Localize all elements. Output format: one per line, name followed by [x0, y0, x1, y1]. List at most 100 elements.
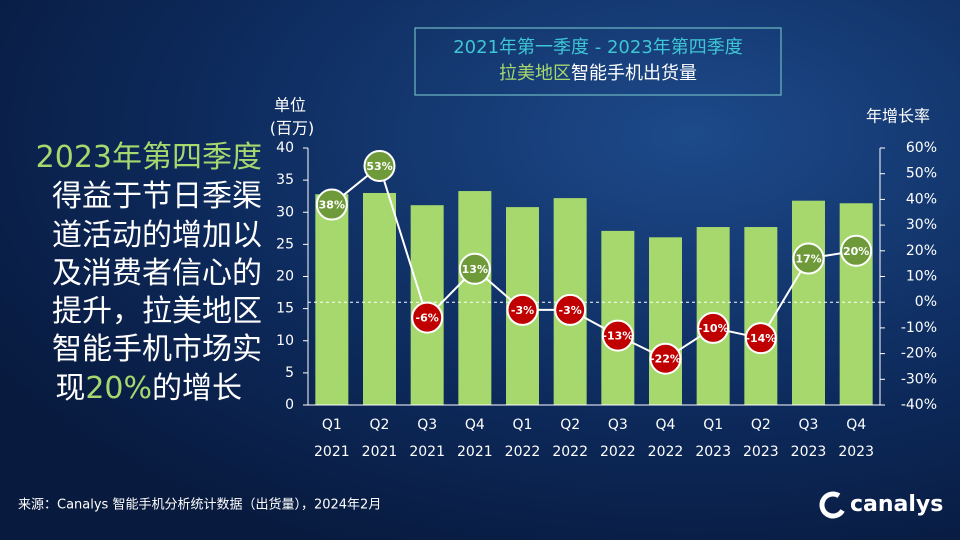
y2-tick-label: 10%	[906, 269, 937, 285]
x-tick-label: 2022	[505, 444, 541, 460]
bar	[744, 227, 778, 405]
growth-marker	[506, 293, 539, 326]
y2-tick-label: -40%	[901, 397, 937, 413]
bar	[601, 230, 635, 405]
annotation-text: 道活动的增加以	[52, 218, 262, 253]
data-label: 17%	[795, 253, 821, 266]
y2-tick-label: 30%	[906, 217, 937, 233]
x-tick-label: Q1	[703, 417, 723, 433]
chart-title: 拉美地区智能手机出货量	[499, 63, 697, 84]
data-label: -3%	[511, 304, 534, 317]
x-tick-label: Q3	[608, 417, 628, 433]
growth-marker	[744, 322, 777, 355]
bar	[792, 200, 825, 405]
logo-icon	[819, 491, 847, 519]
x-tick-label: 2021	[314, 444, 350, 460]
growth-marker	[601, 319, 634, 352]
y2-tick-label: -30%	[901, 371, 937, 387]
y2-axis-title: 年增长率	[866, 107, 930, 126]
annotation-line: 及消费者信心的	[52, 256, 262, 291]
data-label: -6%	[416, 312, 439, 325]
annotation-text: 的增长	[152, 371, 242, 406]
y2-tick-label: -20%	[901, 346, 937, 362]
x-tick-label: Q4	[846, 417, 866, 433]
chart-title: 2021年第一季度 - 2023年第四季度	[453, 37, 743, 58]
growth-marker	[458, 252, 491, 285]
annotation-text: 现	[55, 371, 85, 406]
y2-tick-label: 0%	[915, 294, 937, 310]
y-tick-label: 25	[276, 236, 294, 252]
y-tick-label: 35	[276, 172, 294, 188]
growth-marker	[363, 149, 396, 182]
data-label: 53%	[366, 160, 392, 173]
y2-tick-label: -10%	[901, 320, 937, 336]
x-tick-label: Q2	[751, 417, 771, 433]
y2-tick-label: 40%	[906, 191, 937, 207]
growth-marker	[315, 188, 348, 221]
data-label: -10%	[698, 322, 729, 335]
title-text: 智能手机出货量	[571, 63, 697, 84]
title-box	[414, 27, 782, 96]
x-tick-label: 2021	[362, 444, 398, 460]
growth-marker	[411, 301, 444, 334]
x-tick-label: Q3	[799, 417, 819, 433]
x-tick-label: Q4	[465, 417, 485, 433]
y-tick-label: 30	[276, 204, 294, 220]
y-axis-title: 单位	[274, 96, 306, 115]
y-tick-label: 10	[276, 333, 294, 349]
y-tick-label: 5	[285, 365, 294, 381]
data-label: -22%	[650, 353, 681, 366]
data-label: -3%	[559, 304, 582, 317]
x-tick-label: 2022	[600, 444, 636, 460]
data-label: -14%	[745, 332, 776, 345]
growth-marker	[840, 234, 873, 267]
y2-tick-label: 20%	[906, 243, 937, 259]
x-tick-label: Q1	[322, 417, 342, 433]
growth-marker	[554, 293, 587, 326]
x-tick-label: 2022	[648, 444, 684, 460]
growth-marker	[792, 242, 825, 275]
x-tick-label: 2023	[791, 444, 827, 460]
data-label: -13%	[602, 330, 633, 343]
x-tick-label: 2021	[409, 444, 445, 460]
annotation-text: 2023年第四季度	[36, 140, 262, 175]
y2-tick-label: 60%	[906, 140, 937, 156]
annotation-line: 得益于节日季渠	[52, 179, 262, 214]
y2-tick-label: 50%	[906, 166, 937, 182]
annotation-text: 智能手机市场实	[52, 332, 262, 367]
x-tick-label: Q2	[370, 417, 390, 433]
title-highlight: 拉美地区	[499, 63, 571, 84]
bar	[315, 194, 349, 405]
plot: 0 5 10 15 20 25 30 35 40 60% 50% 40% 30% 20% 10% 0% -10%…	[276, 140, 937, 460]
x-tick-label: 2021	[457, 444, 493, 460]
y-tick-label: 40	[276, 140, 294, 156]
x-tick-label: Q4	[656, 417, 676, 433]
source: 来源：Canalys 智能手机分析统计数据（出货量），2024年2月	[18, 497, 381, 513]
annotation-highlight: 20%	[85, 371, 152, 406]
y-tick-label: 20	[276, 269, 294, 285]
y-tick-label: 0	[285, 397, 294, 413]
x-tick-label: Q1	[513, 417, 533, 433]
annotation-text: 及消费者信心的	[52, 256, 262, 291]
data-label: 20%	[843, 245, 869, 258]
y-axis-title: (百万)	[270, 119, 315, 138]
growth-marker	[697, 311, 730, 344]
annotation-text: 得益于节日季渠	[52, 179, 262, 214]
x-tick-label: 2022	[552, 444, 588, 460]
annotation: 2023年第四季度 得益于节日季渠 道活动的增加以 及消费者信心的 提升，拉美地…	[36, 140, 262, 406]
annotation-text: 提升，拉美地区	[52, 294, 262, 329]
bar	[649, 237, 682, 405]
x-tick-label: Q2	[560, 417, 580, 433]
annotation-line: 现20%的增长	[55, 371, 242, 406]
logo: canalys	[850, 492, 943, 517]
annotation-line: 提升，拉美地区	[52, 294, 262, 329]
bar	[458, 191, 492, 405]
annotation-line: 道活动的增加以	[52, 218, 262, 253]
annotation-line: 2023年第四季度	[36, 140, 262, 175]
annotation-line: 智能手机市场实	[52, 332, 262, 367]
data-label: 38%	[319, 199, 345, 212]
x-tick-label: 2023	[743, 444, 779, 460]
bar	[363, 192, 396, 405]
